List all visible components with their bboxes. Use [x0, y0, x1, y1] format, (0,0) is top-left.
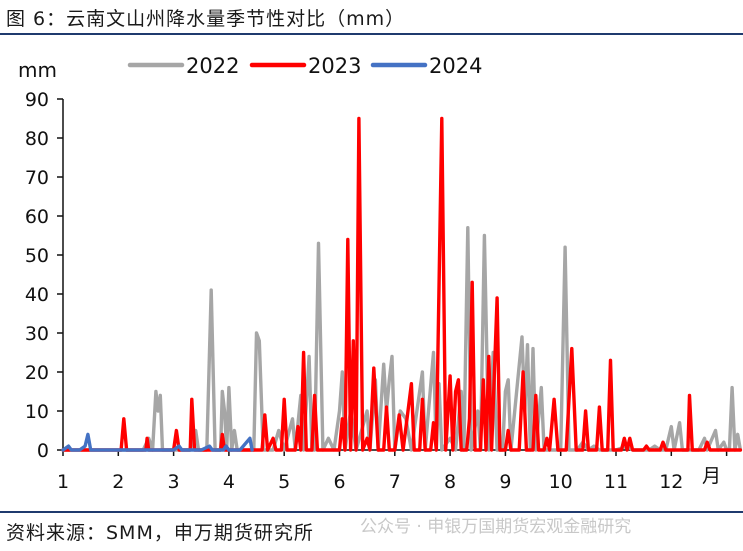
x-tick-label: 3 — [168, 471, 180, 493]
x-axis-unit-label: 月 — [702, 465, 721, 487]
x-tick-label: 5 — [278, 471, 290, 493]
x-tick-label: 10 — [549, 471, 573, 493]
x-axis: 1 2 3 4 5 6 7 8 9 10 11 12 — [57, 449, 728, 493]
series-line-2024 — [61, 432, 254, 452]
y-tick-label: 0 — [37, 440, 49, 462]
footer-rule — [0, 511, 743, 513]
x-tick-label: 4 — [223, 471, 235, 493]
legend-label-2023: 2023 — [308, 54, 361, 78]
x-tick-label: 12 — [659, 471, 683, 493]
header-rule — [0, 33, 743, 35]
x-tick-label: 8 — [444, 471, 456, 493]
x-tick-label: 2 — [112, 471, 124, 493]
x-tick-label: 9 — [499, 471, 511, 493]
legend: 2022 2023 2024 — [127, 54, 482, 78]
y-axis: 0 10 20 30 40 50 60 70 80 90 — [25, 89, 64, 462]
y-tick-label: 80 — [25, 128, 49, 150]
watermark-text: 公众号 · 申银万国期货宏观金融研究 — [360, 517, 632, 537]
source-note: 资料来源：SMM，申万期货研究所 — [6, 522, 314, 544]
x-tick-label: 7 — [389, 471, 401, 493]
y-tick-label: 90 — [25, 89, 49, 111]
y-tick-label: 30 — [25, 323, 49, 345]
legend-label-2022: 2022 — [186, 54, 239, 78]
chart-title: 图 6：云南文山州降水量季节性对比（mm） — [6, 8, 406, 30]
y-axis-unit-label: mm — [18, 58, 57, 82]
y-tick-label: 40 — [25, 284, 49, 306]
series-line-2022 — [61, 226, 743, 452]
series-line-2023 — [61, 116, 743, 452]
x-tick-label: 6 — [333, 471, 345, 493]
series-lines — [61, 116, 743, 452]
y-tick-label: 60 — [25, 206, 49, 228]
y-tick-label: 50 — [25, 245, 49, 267]
y-tick-label: 70 — [25, 167, 49, 189]
y-tick-label: 20 — [25, 362, 49, 384]
x-tick-label: 1 — [57, 471, 69, 493]
x-tick-label: 11 — [604, 471, 628, 493]
legend-label-2024: 2024 — [429, 54, 482, 78]
y-tick-label: 10 — [25, 401, 49, 423]
